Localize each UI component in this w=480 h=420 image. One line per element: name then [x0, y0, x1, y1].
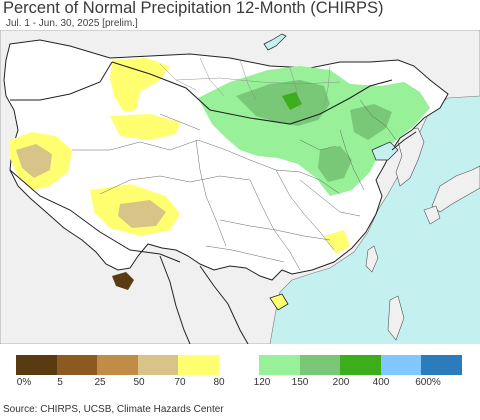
source-credit: Source: CHIRPS, UCSB, Climate Hazards Ce… — [3, 404, 224, 415]
dry-south-coast — [324, 230, 350, 254]
land-korea — [395, 127, 425, 187]
land-kyushu — [423, 205, 441, 225]
wet-strong-north — [236, 80, 330, 126]
legend-label-4: 70 — [174, 377, 186, 388]
precipitation-map — [0, 30, 480, 344]
legend-swatch-8 — [340, 355, 381, 375]
legend-swatch-7 — [299, 355, 341, 375]
legend-label-2: 25 — [94, 377, 106, 388]
province-lines — [72, 99, 397, 271]
legend-swatch-6 — [259, 355, 300, 375]
legend-label-1: 5 — [57, 377, 63, 388]
legend-swatch-4 — [178, 355, 219, 375]
dry-xinjiang-tan — [16, 144, 52, 178]
korea-border — [391, 131, 417, 151]
kazakh-border — [10, 61, 113, 101]
dry-extreme-southwest — [112, 272, 134, 290]
dry-northwest — [110, 58, 170, 112]
india-border — [9, 169, 181, 263]
legend-label-3: 50 — [133, 377, 145, 388]
map-subtitle: Jul. 1 - Jun. 30, 2025 [prelim.] — [6, 18, 138, 29]
legend-label-7: 150 — [291, 377, 309, 388]
color-legend — [16, 355, 463, 375]
map-title: Percent of Normal Precipitation 12-Month… — [3, 0, 384, 17]
dry-tibet-tan — [118, 200, 166, 228]
legend-label-9: 400 — [372, 377, 390, 388]
legend-label-5: 80 — [213, 377, 225, 388]
vietnam-border — [199, 265, 249, 344]
land-taiwan — [365, 245, 379, 273]
legend-labels: 0% 5 25 50 70 80 120 150 200 400 600% — [0, 377, 480, 391]
wet-north-china-plain — [318, 146, 352, 182]
bohai-sea — [371, 141, 399, 161]
legend-swatch-0 — [16, 355, 57, 375]
mongolia-aimag-lines — [159, 57, 341, 109]
legend-swatch-10 — [421, 355, 463, 375]
legend-swatch-2 — [97, 355, 138, 375]
legend-swatch-5 — [218, 355, 260, 375]
legend-label-8: 200 — [332, 377, 350, 388]
land-philippines — [387, 295, 405, 341]
lake-baikal — [263, 33, 287, 51]
legend-swatch-9 — [380, 355, 422, 375]
legend-label-10: 600% — [415, 377, 441, 388]
legend-swatch-3 — [137, 355, 179, 375]
legend-label-6: 120 — [253, 377, 271, 388]
legend-label-0: 0% — [16, 377, 32, 388]
wet-strong-patch — [282, 92, 302, 110]
mongolia-border — [111, 61, 393, 125]
legend-swatch-1 — [56, 355, 98, 375]
wet-strong-northeast — [350, 104, 392, 140]
hainan-island — [269, 293, 289, 311]
dry-basin — [110, 114, 180, 140]
burma-border — [159, 255, 191, 344]
